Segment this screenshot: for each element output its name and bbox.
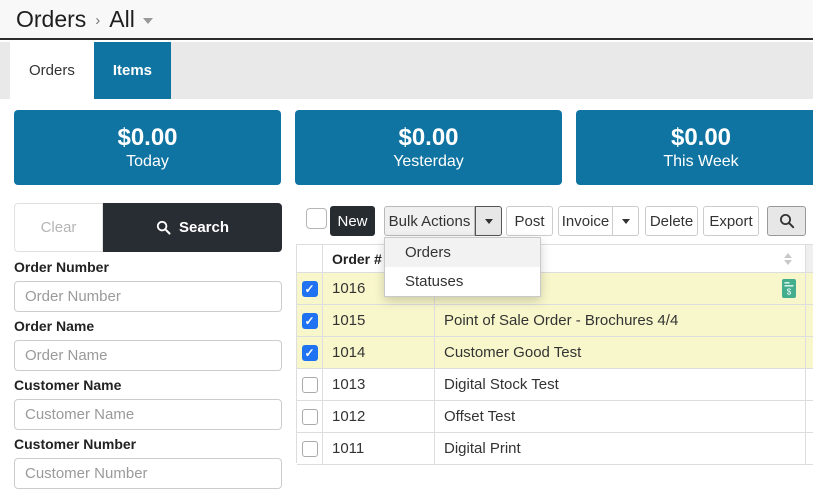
order-name-column-header[interactable] — [435, 245, 806, 272]
filter-actions: Clear Search — [14, 203, 282, 252]
card-label: This Week — [663, 152, 739, 170]
search-button-label: Search — [178, 219, 230, 236]
breadcrumb-section[interactable]: Orders — [16, 5, 87, 32]
card-label: Yesterday — [393, 152, 464, 170]
order-number-cell: 1013 — [323, 369, 435, 400]
invoice-document-icon[interactable]: $ — [782, 279, 796, 302]
bulk-actions-menu: Orders Statuses — [384, 237, 541, 297]
order-name-cell: Offset Test — [435, 401, 806, 432]
table-row[interactable]: 1013 Digital Stock Test — [297, 369, 813, 401]
table-row[interactable]: 1011 Digital Print — [297, 433, 813, 465]
header-end-cell — [806, 245, 813, 272]
invoice-caret-button[interactable] — [613, 206, 639, 236]
post-button[interactable]: Post — [506, 206, 553, 236]
row-checkbox[interactable]: ✓ — [301, 280, 318, 297]
check-icon: ✓ — [304, 313, 315, 328]
card-amount: $0.00 — [398, 123, 459, 151]
tab-orders[interactable]: Orders — [10, 42, 94, 99]
svg-text:$: $ — [787, 288, 792, 297]
bulk-actions-caret-button[interactable] — [475, 206, 502, 236]
order-number-cell: 1015 — [323, 305, 435, 336]
breadcrumb-caret-icon[interactable] — [142, 17, 153, 29]
bulk-actions-button[interactable]: Bulk Actions — [384, 206, 475, 236]
row-checkbox[interactable]: ✓ — [301, 344, 318, 361]
delete-button[interactable]: Delete — [645, 206, 698, 236]
header-checkbox-cell — [297, 245, 323, 272]
customer-name-group: Customer Name — [14, 377, 282, 430]
search-icon — [156, 220, 171, 235]
order-number-cell: 1011 — [323, 433, 435, 464]
menu-item-statuses[interactable]: Statuses — [405, 273, 464, 290]
customer-number-label: Customer Number — [14, 436, 137, 452]
order-number-group: Order Number — [14, 259, 282, 312]
tab-bar: Orders Items — [0, 42, 813, 99]
table-search-button[interactable] — [767, 206, 806, 236]
search-button[interactable]: Search — [103, 203, 282, 252]
menu-item-orders[interactable]: Orders — [385, 238, 540, 267]
select-all-checkbox[interactable] — [306, 208, 327, 229]
row-checkbox[interactable] — [301, 440, 318, 457]
export-button[interactable]: Export — [703, 206, 759, 236]
customer-name-label: Customer Name — [14, 377, 122, 393]
search-icon — [779, 214, 794, 229]
order-number-label: Order Number — [14, 259, 109, 275]
new-button[interactable]: New — [330, 206, 375, 236]
chevron-down-icon — [621, 219, 630, 228]
order-name-group: Order Name — [14, 318, 282, 371]
summary-card-this-week[interactable]: $0.00 This Week — [576, 110, 813, 185]
table-row[interactable]: ✓ 1015 Point of Sale Order - Brochures 4… — [297, 305, 813, 337]
chevron-down-icon — [484, 219, 493, 228]
order-number-field[interactable] — [14, 281, 282, 312]
row-checkbox[interactable]: ✓ — [301, 312, 318, 329]
order-name-cell: Digital Stock Test — [435, 369, 806, 400]
card-amount: $0.00 — [117, 123, 178, 151]
table-header-row: Order # — [297, 245, 813, 273]
table-row[interactable]: 1012 Offset Test — [297, 401, 813, 433]
breadcrumb-current[interactable]: All — [109, 5, 135, 32]
summary-card-today[interactable]: $0.00 Today — [14, 110, 281, 185]
customer-name-field[interactable] — [14, 399, 282, 430]
table-row[interactable]: ✓ 1014 Customer Good Test — [297, 337, 813, 369]
orders-table: Order # ✓ 1016 $ ✓ 1015 Point of Sale Or… — [296, 244, 813, 465]
order-name-field[interactable] — [14, 340, 282, 371]
invoice-button[interactable]: Invoice — [558, 206, 613, 236]
table-row[interactable]: ✓ 1016 $ — [297, 273, 813, 305]
page-header: Orders › All — [0, 0, 813, 40]
row-checkbox[interactable] — [301, 376, 318, 393]
order-name-label: Order Name — [14, 318, 95, 334]
summary-card-yesterday[interactable]: $0.00 Yesterday — [295, 110, 562, 185]
breadcrumb-separator: › — [95, 12, 101, 29]
row-checkbox[interactable] — [301, 408, 318, 425]
order-number-cell: 1014 — [323, 337, 435, 368]
check-icon: ✓ — [304, 281, 315, 296]
card-label: Today — [126, 152, 169, 170]
order-name-cell: Point of Sale Order - Brochures 4/4 — [435, 305, 806, 336]
order-name-cell: $ — [435, 273, 806, 304]
sort-icon[interactable] — [784, 249, 792, 269]
check-icon: ✓ — [304, 345, 315, 360]
clear-button[interactable]: Clear — [14, 203, 103, 252]
order-name-cell: Customer Good Test — [435, 337, 806, 368]
card-amount: $0.00 — [670, 123, 732, 151]
order-name-cell: Digital Print — [435, 433, 806, 464]
order-number-cell: 1012 — [323, 401, 435, 432]
tab-items[interactable]: Items — [93, 42, 172, 99]
